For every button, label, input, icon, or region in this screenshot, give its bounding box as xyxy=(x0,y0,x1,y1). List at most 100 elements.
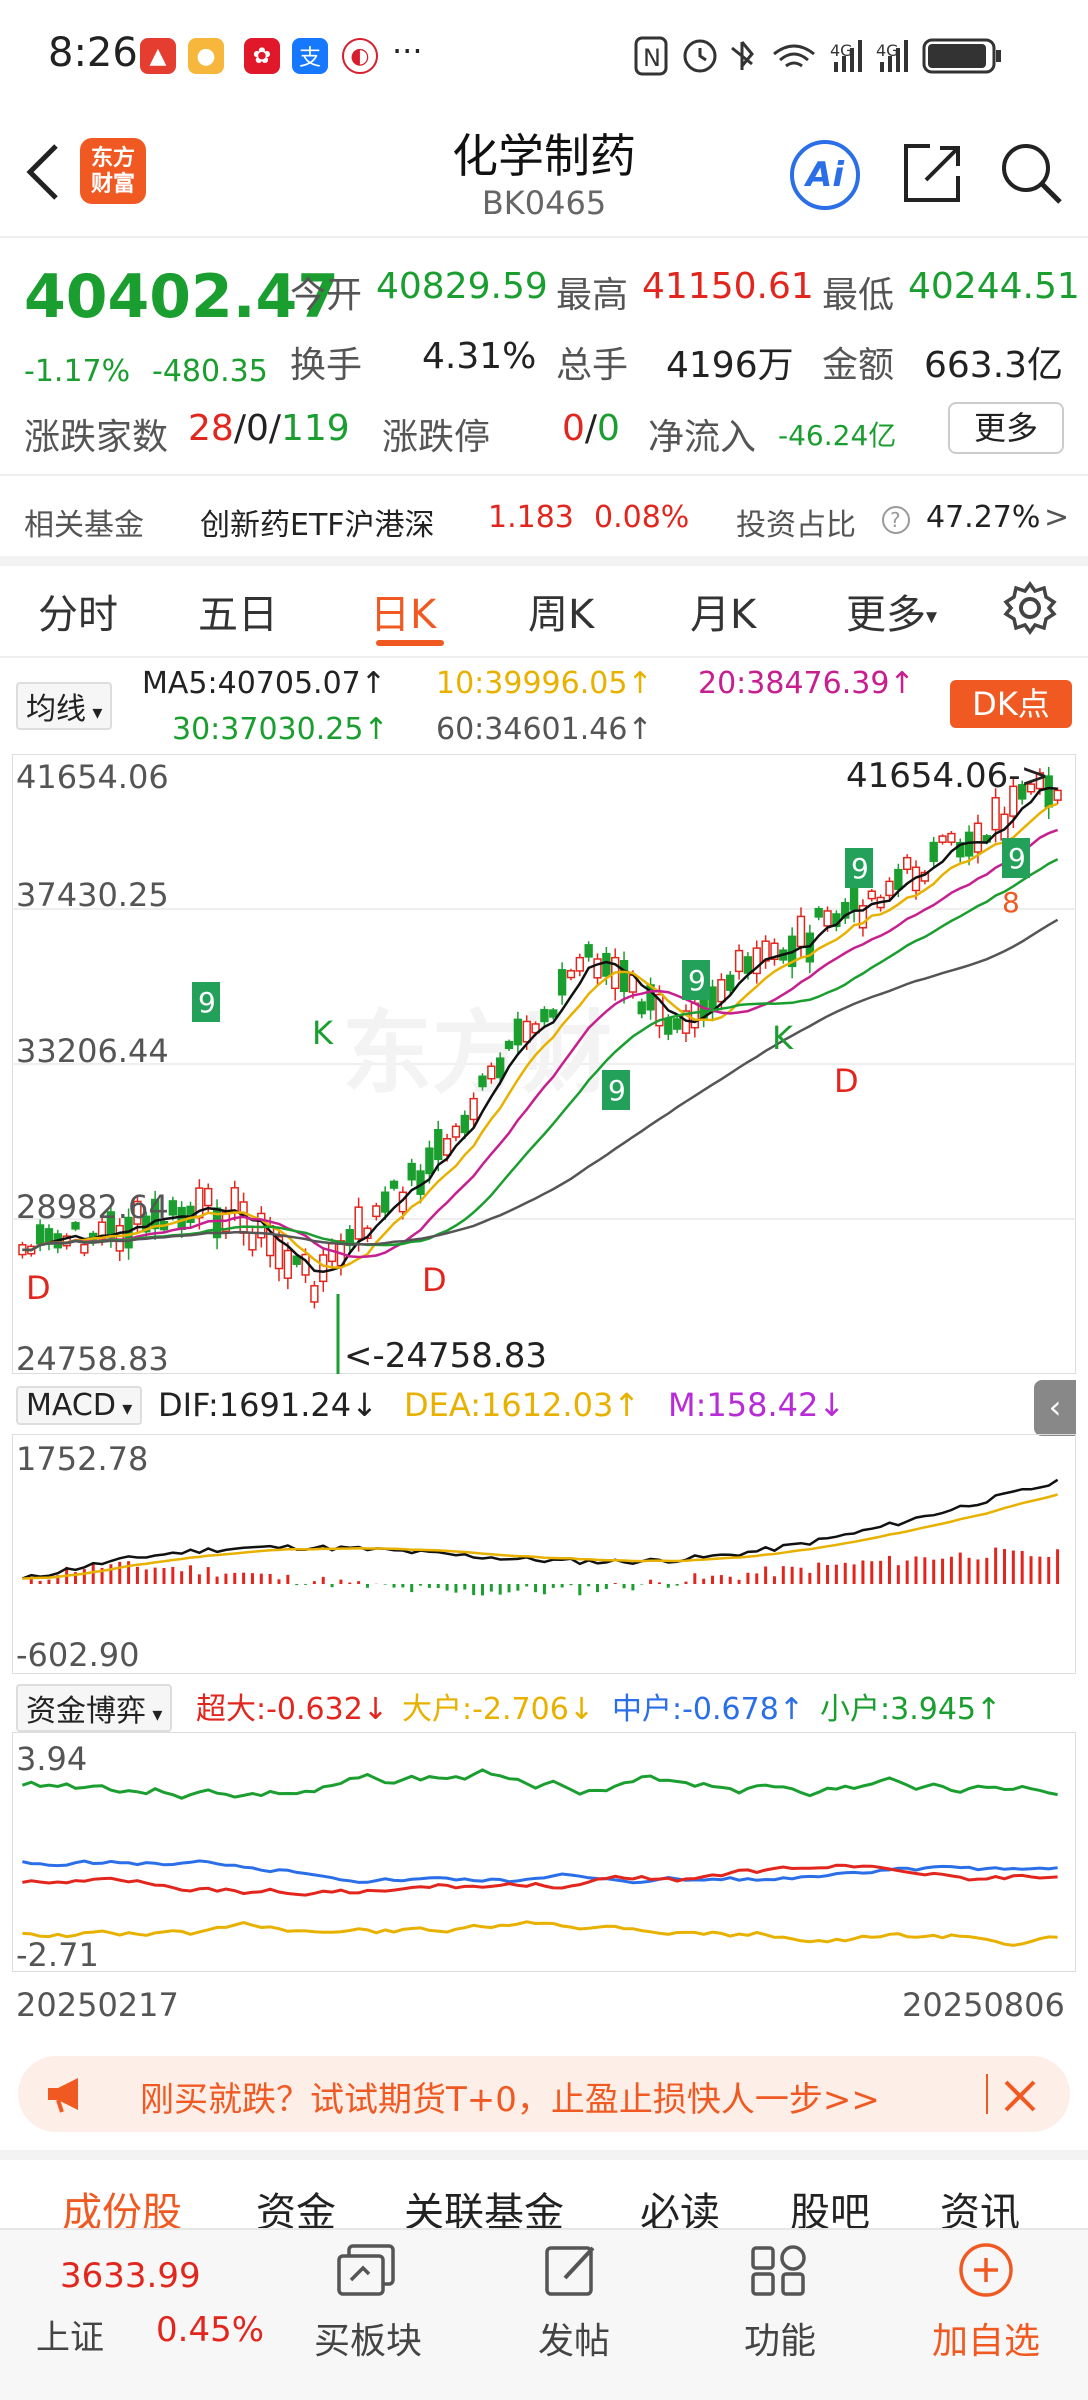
high-label: 最高 xyxy=(556,275,629,316)
td-seq-mark: 9 xyxy=(198,986,216,1019)
share-icon[interactable] xyxy=(900,140,964,206)
tab-five-day[interactable]: 五日 xyxy=(198,592,278,638)
kline-candle xyxy=(442,1138,452,1156)
notification-app-icon: ● xyxy=(188,38,224,74)
index-price[interactable]: 3633.99 xyxy=(60,2256,201,2296)
collapse-panel-button[interactable]: ‹ xyxy=(1034,1380,1076,1436)
more-button[interactable]: 更多 xyxy=(948,402,1064,454)
back-icon[interactable] xyxy=(20,142,64,202)
fund-pct: 0.08% xyxy=(594,500,690,535)
kline-candle xyxy=(372,1205,381,1218)
tab-monthly-k[interactable]: 月K xyxy=(690,592,757,638)
high-value: 41150.61 xyxy=(642,266,814,307)
kline-candle xyxy=(823,910,832,927)
ma60-value: 60:34601.46↑ xyxy=(436,712,653,747)
kline-candle xyxy=(1018,784,1027,800)
kline-candle xyxy=(504,1040,514,1050)
macd-dif: DIF:1691.24↓ xyxy=(158,1386,378,1424)
notification-app-icon: ◐ xyxy=(342,38,378,74)
add-watchlist-icon[interactable] xyxy=(916,2240,1056,2300)
flow-y-min: -2.71 xyxy=(16,1936,99,1974)
help-icon[interactable]: ? xyxy=(880,504,912,536)
eastmoney-logo: 东方 财富 xyxy=(80,138,146,204)
y-label-4: 28982.64 xyxy=(16,1188,169,1226)
change-pct: -1.17% xyxy=(24,354,131,389)
ma-selector[interactable]: 均线 ▾ xyxy=(16,682,113,730)
kline-candle xyxy=(106,1211,116,1239)
search-icon[interactable] xyxy=(998,140,1064,206)
settings-gear-icon[interactable] xyxy=(1002,580,1058,636)
td-seq-badge xyxy=(845,848,873,888)
kline-candle xyxy=(973,822,983,853)
y-label-min: 24758.83 xyxy=(16,1340,169,1378)
kline-candle xyxy=(894,868,903,890)
tab-weekly-k[interactable]: 周K xyxy=(528,592,595,638)
kline-candle xyxy=(734,949,744,973)
nav-buy-sector[interactable]: 买板块 xyxy=(313,2321,422,2362)
macd-selector[interactable]: MACD ▾ xyxy=(16,1386,143,1425)
tab-more-label: 更多 xyxy=(846,592,926,638)
dk-point-button[interactable]: DK点 xyxy=(950,680,1072,728)
nav-add-watchlist[interactable]: 加自选 xyxy=(931,2321,1040,2362)
kline-candle xyxy=(319,1254,328,1283)
dropdown-icon: ▾ xyxy=(86,700,103,724)
kline-candle xyxy=(407,1162,416,1181)
ai-button[interactable]: Ai xyxy=(790,140,860,210)
alipay-icon: 支 xyxy=(292,38,328,74)
tab-more[interactable]: 更多▾ xyxy=(846,582,937,640)
kline-candle xyxy=(664,1018,673,1035)
macd-chart[interactable] xyxy=(12,1434,1076,1674)
kline-candle xyxy=(566,970,576,979)
post-icon[interactable] xyxy=(504,2240,644,2300)
kline-candle xyxy=(867,890,876,900)
close-icon[interactable] xyxy=(1002,2078,1038,2114)
kline-candle xyxy=(310,1285,319,1303)
tab-intraday[interactable]: 分时 xyxy=(38,592,118,638)
low-value: 40244.51 xyxy=(908,266,1080,307)
active-tab-indicator xyxy=(376,640,444,646)
functions-icon[interactable] xyxy=(710,2240,850,2300)
nav-functions[interactable]: 功能 xyxy=(743,2321,816,2362)
open-label: 今开 xyxy=(290,275,363,316)
ma5-value: MA5:40705.07↑ xyxy=(142,666,386,701)
kline-candle xyxy=(717,979,726,1003)
limit-up: 0 xyxy=(562,408,585,449)
kline-candle xyxy=(929,841,938,862)
flow-super: 超大:-0.632↓ xyxy=(196,1692,388,1727)
kline-candle xyxy=(230,1187,239,1213)
amount-label: 金额 xyxy=(822,345,895,386)
flow-y-max: 3.94 xyxy=(16,1740,88,1778)
limit-down: 0 xyxy=(597,408,620,449)
kline-candle xyxy=(743,956,753,974)
kline-candle xyxy=(549,1009,558,1018)
status-icons: N 4G 4G xyxy=(634,36,1001,76)
kline-candle xyxy=(425,1147,434,1175)
capital-flow-chart[interactable] xyxy=(12,1732,1076,1972)
kline-candle xyxy=(1053,789,1062,801)
index-name: 上证 xyxy=(36,2318,104,2358)
kline-candle xyxy=(522,1020,531,1043)
buy-sector-icon[interactable] xyxy=(298,2240,438,2300)
kline-candle xyxy=(902,856,912,871)
capital-flow-selector[interactable]: 资金博弈 ▾ xyxy=(16,1684,173,1732)
promo-banner[interactable] xyxy=(18,2056,1070,2132)
date-end: 20250806 xyxy=(902,1986,1065,2024)
super-large-line xyxy=(22,1863,1058,1897)
kline-candle xyxy=(354,1206,363,1240)
td-seq-badge xyxy=(602,1070,630,1110)
nav-post[interactable]: 发帖 xyxy=(537,2321,610,2362)
chevron-right-icon: > xyxy=(1044,500,1070,535)
svg-text:N: N xyxy=(643,44,661,72)
kline-candle xyxy=(796,915,806,948)
td-seq-badge xyxy=(192,982,220,1022)
tab-daily-k[interactable]: 日K xyxy=(370,592,437,638)
kline-candle xyxy=(380,1191,390,1213)
limit-value: 0/0 xyxy=(562,408,620,449)
kline-candle xyxy=(637,1001,646,1015)
volume-label: 总手 xyxy=(556,345,629,386)
y-label-max: 41654.06 xyxy=(16,758,169,796)
kline-candle xyxy=(1009,785,1018,817)
network-label: 4G xyxy=(830,41,853,60)
kline-candle xyxy=(434,1128,443,1161)
